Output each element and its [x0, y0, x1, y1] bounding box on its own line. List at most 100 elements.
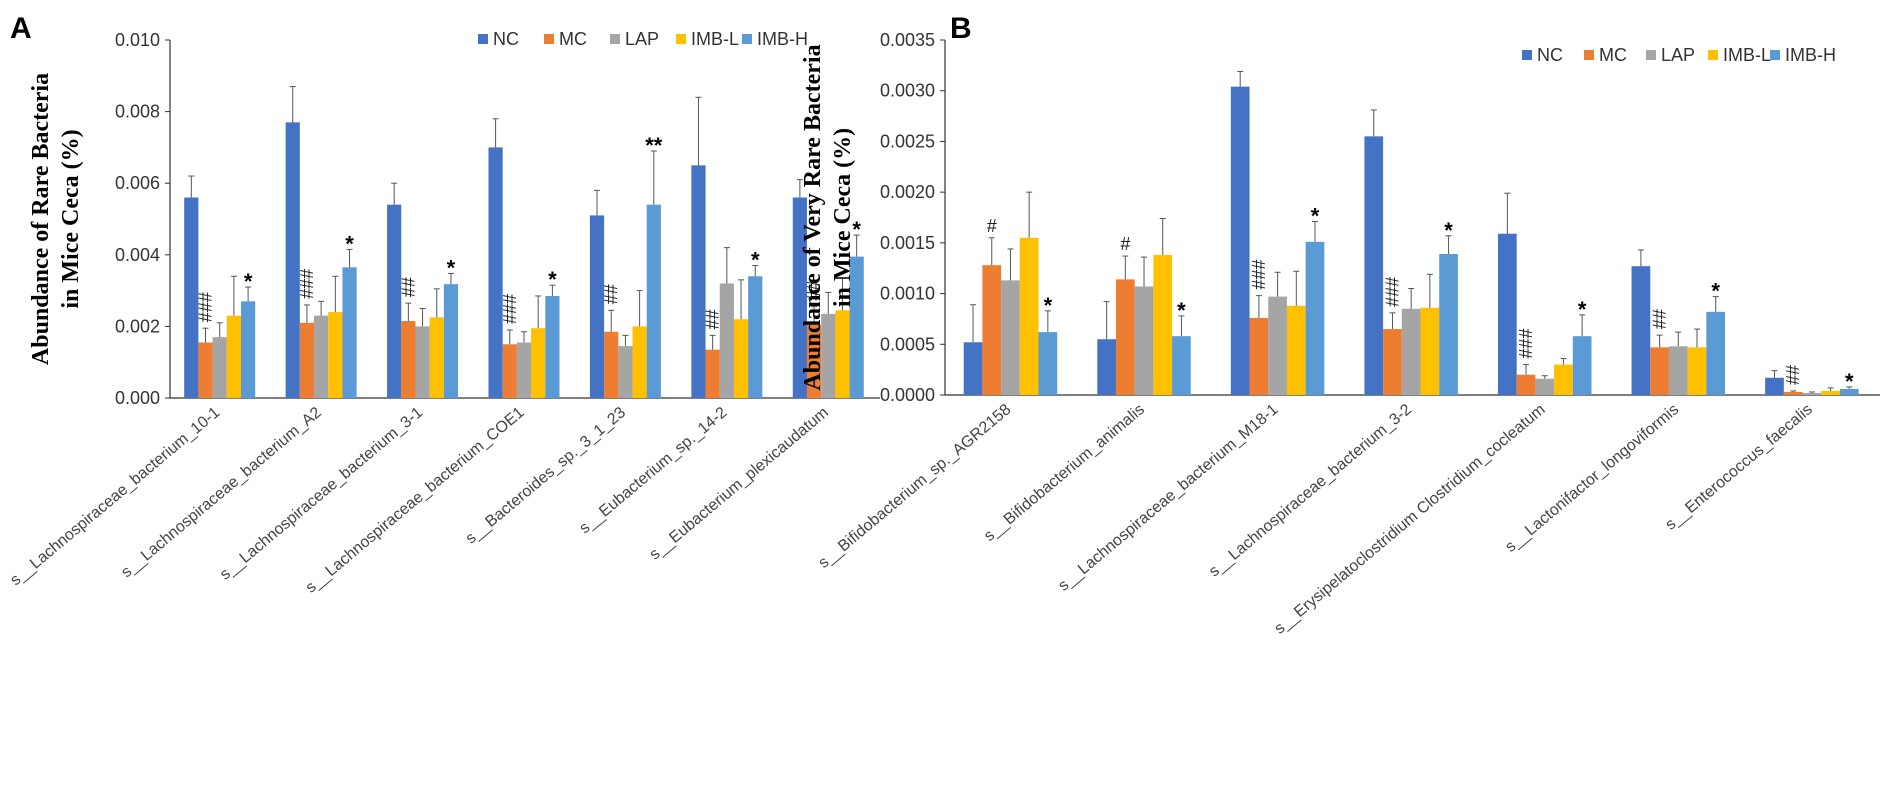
bar-imb-l — [1554, 364, 1573, 395]
significance-hash: # — [1120, 234, 1130, 254]
significance-star: * — [1711, 279, 1720, 304]
bar-imb-l — [632, 326, 647, 398]
significance-hash: ## — [601, 284, 621, 304]
bar-imb-l — [429, 317, 444, 398]
bar-mc — [1516, 374, 1536, 395]
bar-mc — [1115, 279, 1135, 395]
significance-star: * — [1845, 369, 1854, 394]
panel-b-letter: B — [950, 12, 972, 45]
y-tick-label: 0.0005 — [880, 334, 935, 354]
x-category-label: s__Lachnospiraceae_bacterium_10-1 — [7, 404, 223, 589]
legend-swatch-nc — [478, 34, 488, 44]
bar-nc — [691, 165, 706, 398]
bar-imb-h — [443, 284, 459, 398]
significance-hash: ### — [500, 294, 520, 324]
bar-lap — [719, 283, 734, 398]
bar-nc — [1631, 266, 1651, 395]
y-tick-label: 0.0010 — [880, 284, 935, 304]
bar-imb-h — [241, 301, 256, 398]
y-axis-label-line2: in Mice Ceca (%) — [830, 128, 856, 307]
y-tick-label: 0.0000 — [880, 385, 935, 405]
y-tick-label: 0.004 — [115, 245, 160, 265]
bar-imb-h — [1839, 388, 1859, 395]
bar-nc — [963, 342, 983, 395]
bar-lap — [1401, 308, 1421, 395]
significance-star: * — [1044, 293, 1053, 318]
legend-swatch-imb-h — [742, 34, 752, 44]
bar-imb-h — [646, 204, 661, 398]
y-axis-label-line1: Abundance of Rare Bacteria — [28, 73, 54, 365]
significance-star: * — [447, 255, 456, 280]
significance-star: * — [1444, 218, 1453, 243]
bar-imb-h — [1038, 332, 1058, 395]
y-tick-label: 0.0015 — [880, 233, 935, 253]
bar-imb-h — [1572, 336, 1592, 395]
x-category-label: s__Lachnospiraceae_bacterium_M18-1 — [1055, 401, 1281, 595]
bar-imb-h — [1439, 254, 1458, 395]
bar-lap — [1535, 378, 1555, 395]
significance-star: * — [345, 231, 354, 256]
bar-mc — [604, 331, 619, 398]
bar-mc — [299, 322, 315, 398]
legend-swatch-mc — [544, 34, 554, 44]
bar-nc — [1230, 86, 1250, 396]
bar-nc — [285, 122, 300, 398]
significance-hash: ### — [196, 292, 216, 322]
bar-lap — [1001, 280, 1020, 395]
bar-imb-l — [226, 315, 241, 398]
bar-imb-l — [328, 312, 343, 398]
bar-nc — [184, 197, 199, 398]
bar-mc — [1249, 317, 1269, 395]
significance-hash: ### — [1382, 277, 1402, 307]
bar-mc — [1383, 329, 1402, 395]
significance-hash: ## — [398, 277, 418, 297]
bar-mc — [1650, 347, 1669, 395]
bar-nc — [792, 197, 807, 398]
bar-nc — [1765, 377, 1784, 395]
bar-mc — [1783, 391, 1803, 395]
bar-imb-h — [342, 267, 357, 398]
bar-imb-l — [835, 310, 850, 398]
legend-label-imb-l: IMB-L — [1723, 45, 1771, 65]
legend-label-mc: MC — [559, 29, 587, 49]
bar-imb-h — [1706, 311, 1726, 395]
x-category-label: s__Lachnospiraceae_bacterium_COE1 — [303, 404, 528, 597]
significance-star: * — [751, 248, 760, 273]
bar-lap — [1802, 392, 1822, 395]
bar-imb-l — [1687, 347, 1707, 395]
bar-imb-l — [1286, 305, 1306, 395]
bar-imb-h — [545, 295, 560, 398]
x-category-label: s__Enterococcus_faecalis — [1662, 401, 1815, 534]
bar-imb-l — [1420, 307, 1440, 395]
legend-swatch-lap — [1646, 50, 1656, 60]
legend-label-lap: LAP — [625, 29, 659, 49]
panel-a-letter: A — [10, 12, 32, 45]
legend-swatch-imb-h — [1770, 50, 1780, 60]
significance-star: * — [1578, 297, 1587, 322]
bar-lap — [1268, 296, 1287, 395]
bar-imb-l — [531, 328, 546, 398]
y-tick-label: 0.006 — [115, 173, 160, 193]
bar-nc — [488, 147, 503, 398]
bar-lap — [212, 337, 227, 398]
y-tick-label: 0.0030 — [880, 81, 935, 101]
legend-swatch-imb-l — [676, 34, 686, 44]
bar-imb-h — [1305, 241, 1325, 395]
bar-imb-l — [1153, 255, 1173, 395]
legend-swatch-lap — [610, 34, 620, 44]
bar-lap — [821, 313, 836, 398]
bar-nc — [1364, 136, 1384, 395]
bar-lap — [415, 326, 430, 398]
bar-mc — [198, 342, 213, 398]
y-tick-label: 0.0020 — [880, 182, 935, 202]
legend-label-imb-h: IMB-H — [1785, 45, 1836, 65]
bar-nc — [1097, 339, 1116, 395]
significance-star: * — [244, 269, 253, 294]
bar-mc — [705, 349, 720, 398]
x-category-label: s__Bifidobacterium_sp._AGR2158 — [815, 401, 1014, 572]
legend-swatch-nc — [1522, 50, 1532, 60]
y-tick-label: 0.000 — [115, 388, 160, 408]
significance-hash: # — [987, 216, 997, 236]
significance-hash: ## — [703, 309, 723, 329]
